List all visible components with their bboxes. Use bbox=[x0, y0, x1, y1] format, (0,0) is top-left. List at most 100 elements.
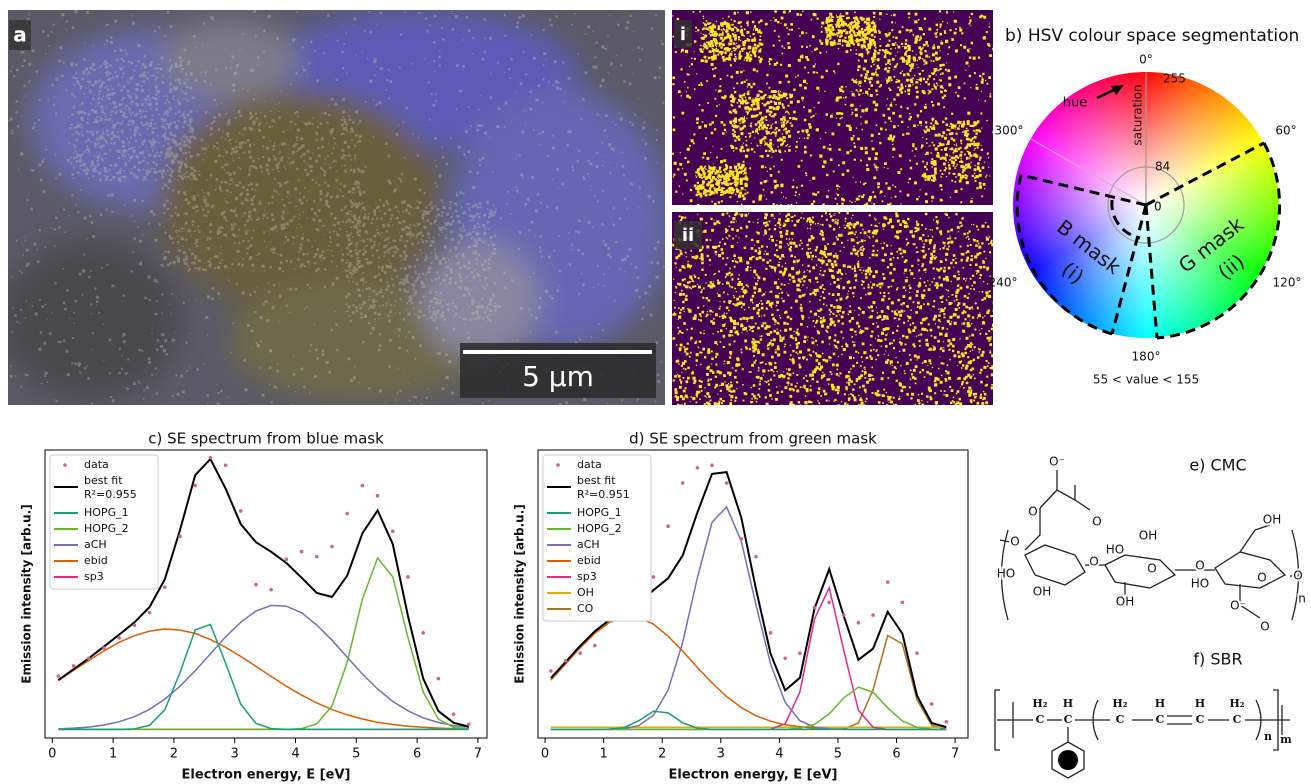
atom-label: O bbox=[1260, 620, 1269, 634]
legend-marker bbox=[556, 463, 560, 467]
g-mask-arc bbox=[1156, 142, 1282, 340]
atom-label: O bbox=[1010, 535, 1019, 549]
x-tick-label: 1 bbox=[109, 747, 117, 762]
atom-label: O bbox=[1028, 505, 1037, 519]
data-point bbox=[71, 664, 76, 668]
paren bbox=[1092, 699, 1099, 741]
panel-title: b) HSV colour space segmentation bbox=[1005, 26, 1299, 46]
data-point bbox=[162, 585, 167, 589]
panel-label: i bbox=[680, 24, 686, 45]
series-line bbox=[57, 457, 470, 728]
data-point bbox=[421, 631, 425, 635]
mask-label: (i) bbox=[1057, 257, 1088, 289]
data-point bbox=[695, 465, 700, 470]
x-tick-label: 3 bbox=[717, 747, 725, 762]
data-point bbox=[578, 651, 582, 655]
angle-label: 180° bbox=[1132, 350, 1161, 364]
legend-label: ebid bbox=[577, 554, 601, 567]
legend-label: best fit bbox=[577, 474, 616, 487]
bond bbox=[1056, 470, 1091, 511]
angle-label: 60° bbox=[1275, 124, 1296, 138]
atom-label: H bbox=[1195, 697, 1205, 710]
data-point bbox=[563, 658, 568, 663]
inner-arc bbox=[1110, 199, 1141, 240]
label-box bbox=[674, 20, 692, 48]
r-squared: R²=0.955 bbox=[84, 488, 137, 501]
legend-box bbox=[49, 454, 159, 590]
data-point bbox=[549, 669, 553, 673]
data-point bbox=[314, 554, 319, 559]
series-line bbox=[550, 686, 947, 731]
x-tick-label: 5 bbox=[352, 747, 360, 762]
data-point bbox=[724, 481, 729, 485]
y-axis-label: Emission intensity [arb.u.] bbox=[513, 504, 527, 683]
ring bbox=[1104, 554, 1177, 589]
data-point bbox=[117, 636, 121, 640]
angle-label: 0° bbox=[1139, 53, 1153, 67]
atom-label: C bbox=[1064, 713, 1073, 726]
x-tick-label: 3 bbox=[231, 747, 239, 762]
atom-label: H bbox=[1155, 697, 1165, 710]
x-tick-label: 0 bbox=[541, 747, 549, 762]
data-point bbox=[299, 549, 304, 554]
legend-label: CO bbox=[577, 602, 594, 615]
atom-label: n bbox=[1264, 730, 1272, 743]
data-point bbox=[466, 722, 471, 727]
panel-label: a bbox=[13, 23, 27, 47]
plot-frame bbox=[44, 449, 488, 739]
mask-boundary bbox=[1020, 173, 1147, 207]
atom-label: O bbox=[1293, 569, 1302, 583]
angle-label: 300° bbox=[995, 124, 1024, 138]
panel-label: ii bbox=[682, 225, 694, 246]
bond bbox=[1039, 489, 1058, 509]
saturation-tick: 0 bbox=[1154, 200, 1162, 214]
data-point bbox=[102, 646, 106, 650]
mask-boundary bbox=[1144, 204, 1159, 339]
x-tick-label: 6 bbox=[892, 747, 900, 762]
atom-label: OH bbox=[1263, 513, 1281, 527]
series-line bbox=[550, 710, 947, 731]
data-point bbox=[783, 656, 788, 661]
data-point bbox=[798, 651, 802, 655]
data-point bbox=[375, 493, 380, 498]
legend-box bbox=[542, 454, 652, 622]
legend-label: HOPG_2 bbox=[577, 522, 622, 535]
x-axis-label: Electron energy, E [eV] bbox=[182, 768, 351, 783]
bracket bbox=[1000, 529, 1009, 621]
atom-label: H bbox=[1063, 697, 1073, 710]
wheel-overlay bbox=[1015, 72, 1282, 340]
angle-label: 120° bbox=[1273, 276, 1302, 290]
atom-label: m bbox=[1280, 733, 1292, 746]
data-point bbox=[238, 509, 243, 513]
x-tick-label: 6 bbox=[413, 747, 421, 762]
data-point bbox=[254, 582, 258, 587]
data-point bbox=[812, 605, 817, 610]
data-point bbox=[132, 623, 137, 628]
data-point bbox=[330, 544, 334, 549]
cmc-structure bbox=[999, 470, 1300, 621]
data-point bbox=[768, 631, 773, 635]
atom-label: OH bbox=[1139, 529, 1157, 543]
benzene-ring bbox=[1058, 750, 1078, 770]
guide-line bbox=[1030, 138, 1147, 206]
saturation-tick: 255 bbox=[1163, 72, 1186, 86]
atom-label: O⁻ bbox=[1230, 599, 1246, 613]
data-point bbox=[710, 463, 714, 468]
data-point bbox=[269, 587, 273, 592]
x-tick-label: 1 bbox=[599, 747, 607, 762]
legend-marker bbox=[63, 463, 67, 467]
legend-label: aCH bbox=[577, 538, 600, 551]
bond bbox=[1239, 584, 1261, 619]
data-point bbox=[390, 529, 395, 534]
series-line bbox=[57, 628, 469, 730]
atom-label: C bbox=[1196, 713, 1205, 726]
atom-label: O bbox=[1257, 571, 1266, 585]
mask-pixels bbox=[672, 10, 993, 205]
atom-label: HO bbox=[1191, 577, 1209, 591]
atom-label: C bbox=[1233, 713, 1242, 726]
